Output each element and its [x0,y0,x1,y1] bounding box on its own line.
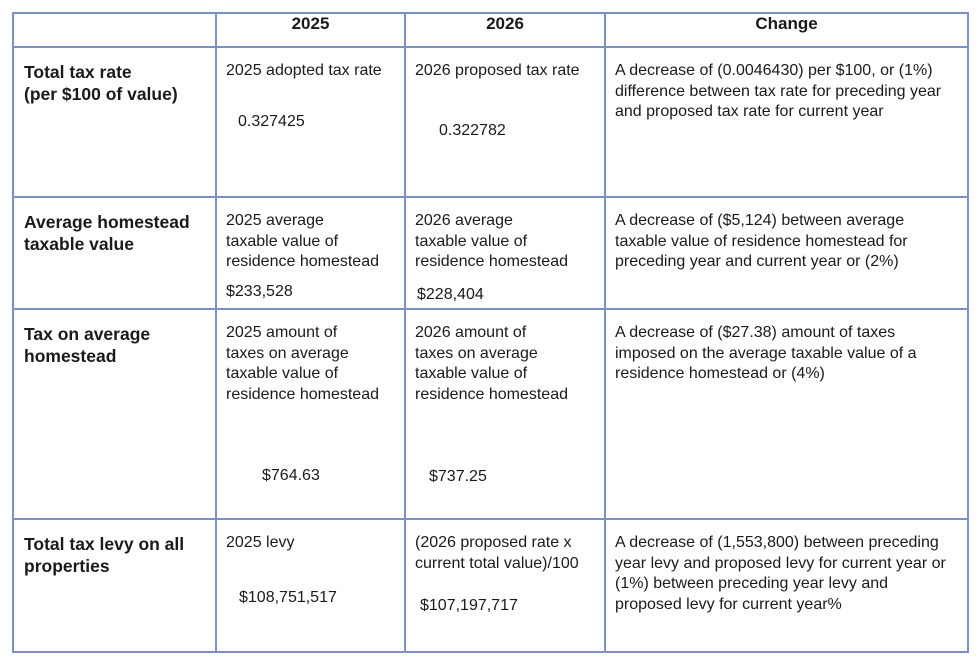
cell-change: A decrease of ($5,124) between average t… [604,196,969,310]
cell-2025-description: 2025 levy [226,534,295,551]
row-header-cell: Average homestead taxable value [12,196,217,310]
cell-2026-description: 2026 average taxable value of residence … [415,212,568,270]
cell-2026: 2026 average taxable value of residence … [404,196,606,310]
change-description: A decrease of ($5,124) between average t… [615,212,908,270]
cell-2025-description: 2025 adopted tax rate [226,62,382,79]
header-change: Change [604,12,969,48]
cell-2025-value: $233,528 [226,283,293,300]
table-row: Average homestead taxable value 2025 ave… [12,196,969,310]
cell-change: A decrease of (0.0046430) per $100, or (… [604,46,969,198]
cell-2026-description: 2026 proposed tax rate [415,62,580,79]
cell-2026: 2026 proposed tax rate 0.322782 [404,46,606,198]
row-header-cell: Total tax rate (per $100 of value) [12,46,217,198]
cell-2025: 2025 adopted tax rate 0.327425 [215,46,406,198]
cell-2025-description: 2025 average taxable value of residence … [226,212,379,270]
cell-2026-value: 0.322782 [439,122,506,139]
cell-2026-description: 2026 amount of taxes on average taxable … [415,324,568,403]
cell-2026: (2026 proposed rate x current total valu… [404,518,606,653]
cell-2025: 2025 amount of taxes on average taxable … [215,308,406,520]
row-header-tax-on-average-homestead: Tax on average homestead [24,324,151,366]
cell-2026-value: $107,197,717 [420,597,518,614]
cell-2025-value: 0.327425 [238,113,305,130]
row-header-total-tax-rate: Total tax rate (per $100 of value) [24,62,178,104]
cell-2025: 2025 levy $108,751,517 [215,518,406,653]
cell-change: A decrease of ($27.38) amount of taxes i… [604,308,969,520]
cell-2026-value: $228,404 [417,286,484,303]
header-blank-cell [12,12,217,48]
table-row: Tax on average homestead 2025 amount of … [12,308,969,520]
cell-2025: 2025 average taxable value of residence … [215,196,406,310]
header-2026: 2026 [404,12,606,48]
cell-2026: 2026 amount of taxes on average taxable … [404,308,606,520]
cell-2026-description: (2026 proposed rate x current total valu… [415,534,579,572]
cell-2025-description: 2025 amount of taxes on average taxable … [226,324,379,403]
cell-2025-value: $108,751,517 [239,589,337,606]
cell-change: A decrease of (1,553,800) between preced… [604,518,969,653]
change-description: A decrease of (1,553,800) between preced… [615,534,946,613]
tax-rate-comparison-table: 2025 2026 Change Total tax rate (per $10… [12,12,969,653]
table-row: Total tax rate (per $100 of value) 2025 … [12,46,969,198]
header-2025: 2025 [215,12,406,48]
change-description: A decrease of (0.0046430) per $100, or (… [615,62,942,120]
row-header-cell: Tax on average homestead [12,308,217,520]
cell-2026-value: $737.25 [429,468,487,485]
row-header-total-tax-levy: Total tax levy on all properties [24,534,185,576]
cell-2025-value: $764.63 [262,467,320,484]
row-header-cell: Total tax levy on all properties [12,518,217,653]
change-description: A decrease of ($27.38) amount of taxes i… [615,324,917,382]
row-header-average-homestead-taxable-value: Average homestead taxable value [24,212,190,254]
table-row: Total tax levy on all properties 2025 le… [12,518,969,653]
header-row: 2025 2026 Change [12,12,969,48]
